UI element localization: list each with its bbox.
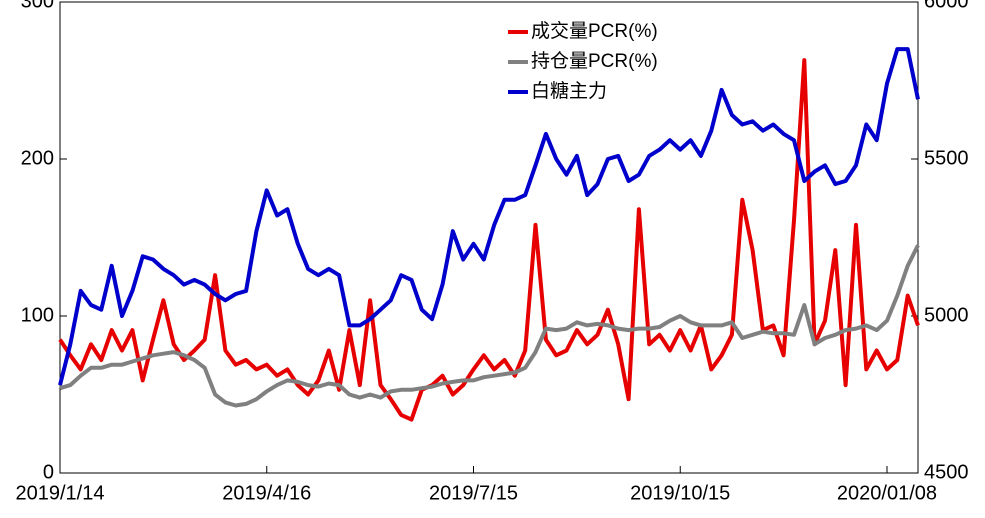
legend-label: 成交量PCR(%) — [531, 20, 658, 42]
y2-tick-label: 6000 — [924, 0, 969, 12]
legend: 成交量PCR(%) 持仓量PCR(%) 白糖主力 — [508, 20, 658, 102]
series-line — [58, 47, 920, 386]
series-line — [59, 244, 920, 408]
x-tick-label: 2019/7/15 — [429, 482, 518, 504]
x-tick-label: 2019/4/16 — [222, 482, 311, 504]
y2-tick-label: 5000 — [924, 304, 969, 326]
y2-tick-label: 5500 — [924, 147, 969, 169]
x-tick-label: 2019/10/15 — [630, 482, 730, 504]
x-tick-label: 2020/01/08 — [837, 482, 937, 504]
x-tick-label: 2019/1/14 — [16, 482, 105, 504]
y2-tick-label: 4500 — [924, 461, 969, 483]
y-tick-label: 100 — [21, 304, 54, 326]
series-line — [58, 58, 920, 422]
y-tick-label: 200 — [21, 147, 54, 169]
plot-frame — [59, 1, 919, 474]
y-tick-label: 300 — [21, 0, 54, 12]
y-tick-label: 0 — [43, 461, 54, 483]
legend-label: 持仓量PCR(%) — [531, 50, 658, 72]
legend-label: 白糖主力 — [531, 80, 607, 102]
